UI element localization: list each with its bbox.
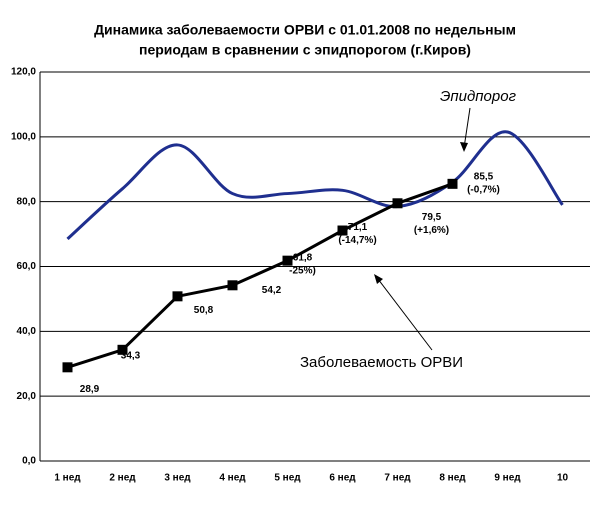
x-tick-label: 3 нед (164, 473, 191, 484)
annotation-arrows (374, 107, 471, 351)
y-tick-label: 60,0 (17, 261, 37, 272)
data-note: (+1,6%) (414, 225, 449, 236)
chart-title: Динамика заболеваемости ОРВИ с 01.01.200… (94, 22, 516, 38)
series-line (66, 130, 564, 241)
data-label: 71,1 (348, 222, 368, 233)
x-tick-label: 10 (557, 473, 569, 484)
marker (447, 178, 458, 189)
data-label: 79,5 (422, 212, 442, 223)
marker (337, 225, 348, 236)
x-tick-label: 8 нед (439, 473, 466, 484)
series-annotation: Эпидпорог (440, 88, 517, 105)
data-label: 85,5 (474, 171, 494, 182)
data-label: 28,9 (80, 384, 100, 395)
chart-title: периодам в сравнении с эпидпорогом (г.Ки… (139, 42, 471, 58)
data-label: 34,3 (121, 350, 141, 361)
x-tick-label: 5 нед (274, 473, 301, 484)
y-tick-label: 80,0 (17, 196, 37, 207)
marker (392, 198, 403, 209)
data-label: 50,8 (194, 305, 214, 316)
marker (172, 291, 183, 302)
marker (117, 344, 128, 355)
x-tick-label: 9 нед (494, 473, 521, 484)
data-label: 61,8 (293, 252, 313, 263)
y-tick-label: 0,0 (22, 456, 36, 467)
series-line (67, 182, 454, 369)
x-tick-label: 4 нед (219, 473, 246, 484)
y-tick-label: 40,0 (17, 326, 37, 337)
data-note: -25%) (289, 265, 316, 276)
x-tick-label: 6 нед (329, 473, 356, 484)
x-tick-label: 2 нед (109, 473, 136, 484)
y-tick-label: 20,0 (17, 391, 37, 402)
series-annotation: Заболеваемость ОРВИ (300, 354, 463, 371)
data-label: 54,2 (262, 285, 282, 296)
data-note: (-14,7%) (338, 235, 376, 246)
x-tick-label: 7 нед (384, 473, 411, 484)
x-tick-label: 1 нед (54, 473, 81, 484)
marker (62, 362, 73, 373)
y-tick-label: 100,0 (11, 131, 36, 142)
data-note: (-0,7%) (467, 184, 500, 195)
marker (227, 280, 238, 291)
marker (282, 255, 293, 266)
y-tick-label: 120,0 (11, 67, 36, 78)
